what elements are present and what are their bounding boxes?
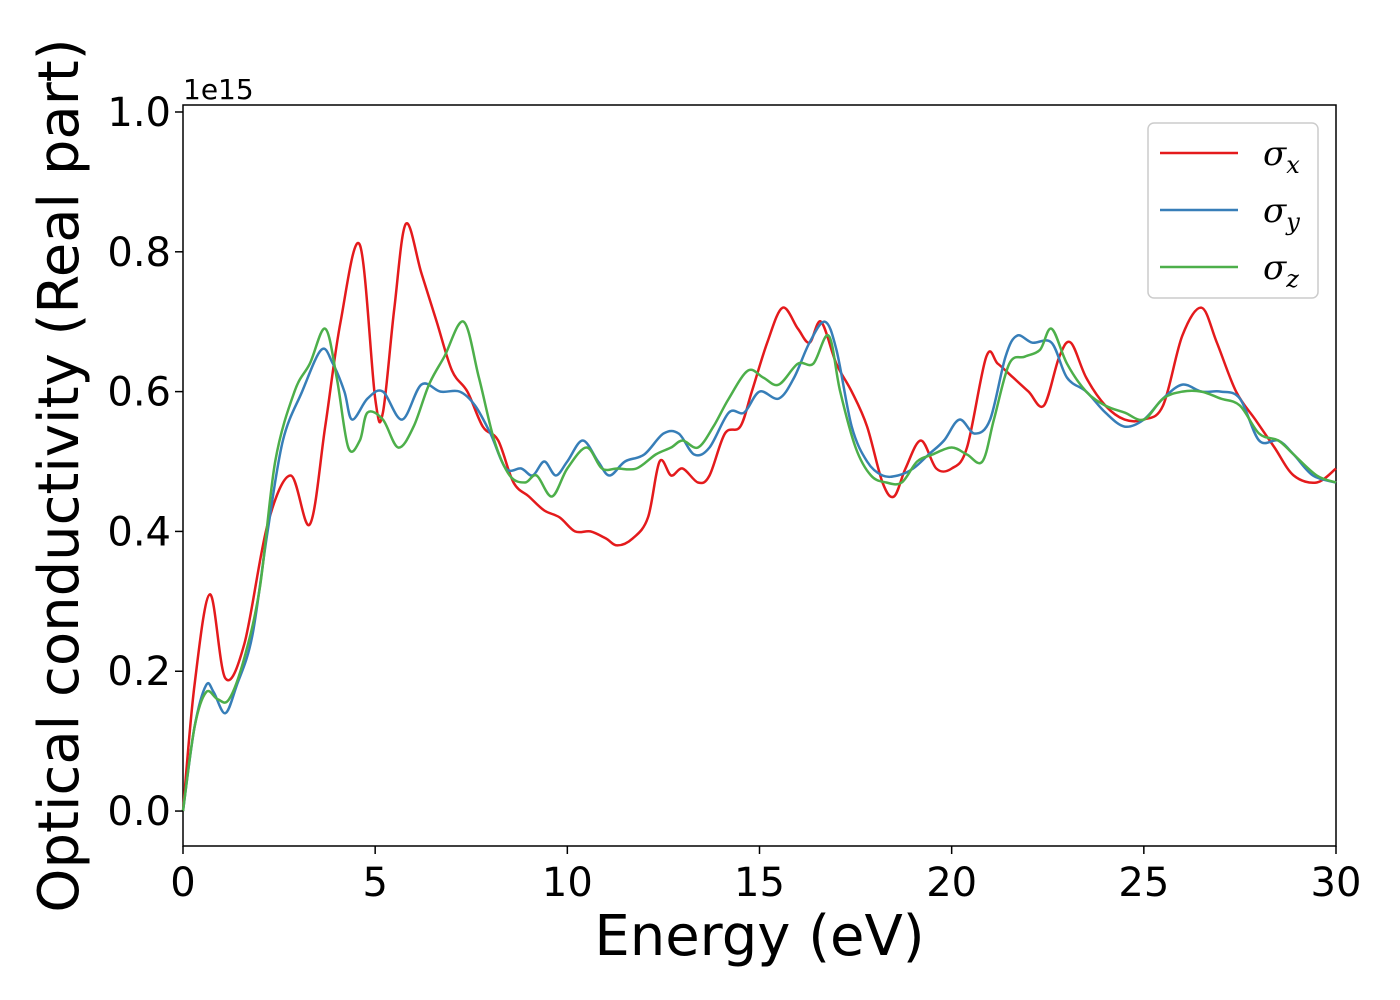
x-tick-label: 25	[1118, 860, 1169, 906]
y-tick-label: 0.8	[107, 230, 171, 276]
legend: σx σy σz	[1147, 122, 1319, 299]
legend-label-z: σz	[1263, 248, 1299, 293]
y-tick-label: 0.0	[107, 789, 171, 835]
x-tick-label: 5	[362, 860, 387, 906]
series-line-x	[181, 222, 1337, 812]
legend-label-y: σy	[1263, 191, 1300, 236]
y-tick-label: 1.0	[107, 90, 171, 136]
y-tick-label: 0.4	[107, 509, 171, 555]
x-axis-title: Energy (eV)	[594, 904, 924, 969]
x-tick-label: 15	[734, 860, 785, 906]
y-tick-label: 0.2	[107, 649, 171, 695]
x-tick-label: 30	[1311, 860, 1362, 906]
series-layer	[181, 222, 1337, 812]
series-line-z	[181, 320, 1337, 812]
x-tick-label: 20	[926, 860, 977, 906]
x-axis: 0 5 10 15 20 25 30	[170, 846, 1361, 906]
x-tick-label: 0	[170, 860, 195, 906]
legend-label-x: σx	[1263, 134, 1300, 179]
y-axis-title: Optical conductivity (Real part)	[27, 38, 92, 912]
y-offset-label: 1e15	[183, 73, 254, 106]
x-tick-label: 10	[542, 860, 593, 906]
series-line-y	[181, 320, 1337, 812]
y-axis: 0.0 0.2 0.4 0.6 0.8 1.0	[107, 90, 183, 835]
y-tick-label: 0.6	[107, 370, 171, 416]
